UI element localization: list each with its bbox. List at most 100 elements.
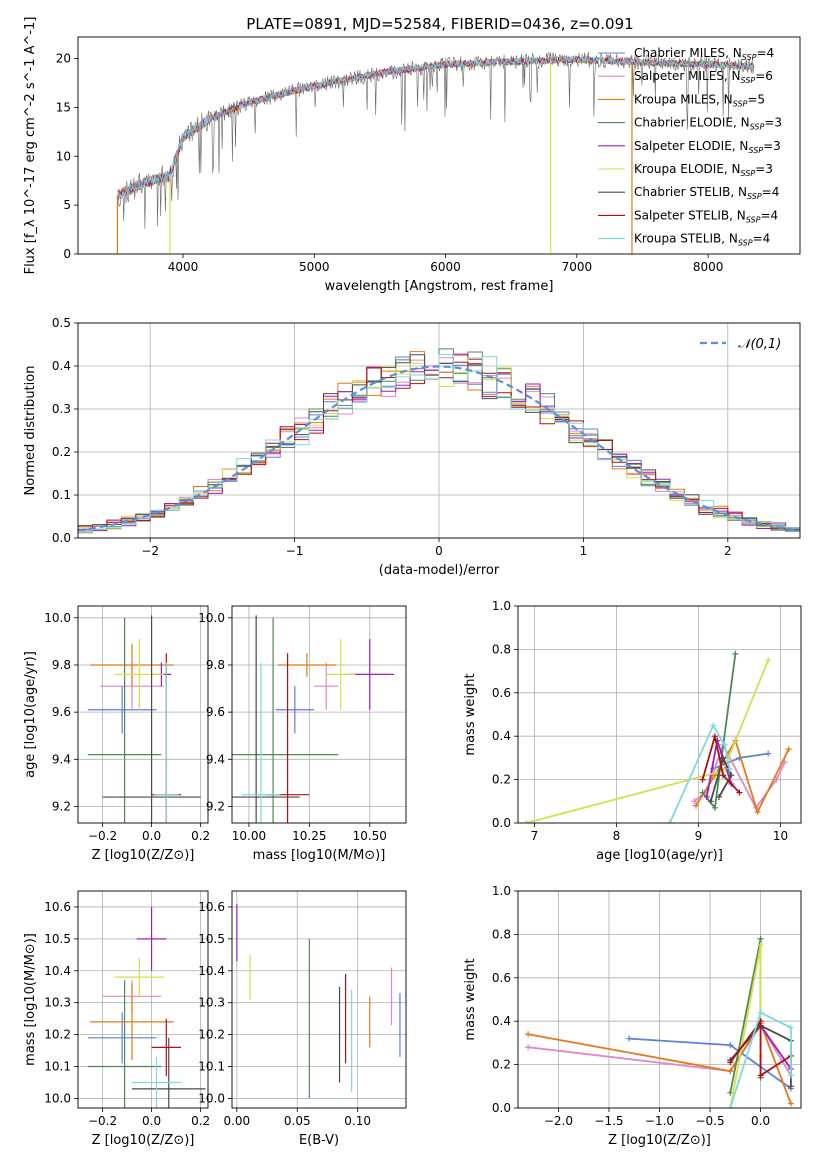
y-tick-label: 0.0: [52, 531, 71, 545]
y-tick-label: 10.5: [44, 932, 71, 946]
weight-line-3: [729, 938, 762, 1093]
legend-subscript: SSP: [741, 169, 756, 178]
x-axis-label: wavelength [Angstrom, rest frame]: [325, 279, 554, 294]
legend-count: =4: [753, 232, 771, 246]
axes-frame: [77, 322, 801, 539]
y-tick-label: 0.1: [52, 488, 71, 502]
y-tick-label: 10.6: [44, 900, 71, 914]
legend-subscript: SSP: [738, 239, 753, 248]
y-tick-label: 9.2: [206, 799, 225, 813]
legend-entry: Kroupa MILES, NSSP=5: [634, 92, 765, 108]
legend-entry: Salpeter STELIB, NSSP=4: [634, 208, 778, 224]
y-tick-label: 10.2: [44, 1028, 71, 1042]
weight-marker-8: [721, 741, 728, 748]
y-tick-label: 10.0: [198, 611, 225, 625]
weight-marker-6: [728, 772, 735, 779]
legend-entry: Kroupa STELIB, NSSP=4: [634, 232, 770, 248]
weight-marker-1: [525, 1044, 532, 1051]
x-tick-label: −1.5: [594, 1114, 623, 1128]
y-axis-label: mass weight: [463, 673, 478, 755]
weight-line-2: [527, 1021, 792, 1105]
x-tick-label: 5000: [299, 260, 330, 274]
weight-marker-6: [715, 793, 722, 800]
x-tick-label: 0.00: [223, 1114, 250, 1128]
x-tick-label: −0.2: [88, 829, 117, 843]
y-tick-label: 0.6: [492, 686, 511, 700]
x-tick-label: 10: [773, 829, 788, 843]
legend-label: Salpeter MILES, N: [634, 69, 741, 83]
y-tick-label: 0.4: [52, 359, 71, 373]
x-tick-label: 0.05: [284, 1114, 311, 1128]
y-tick-label: 10.4: [198, 964, 225, 978]
weight-line-7: [701, 735, 741, 794]
weight-marker-7: [736, 789, 743, 796]
y-tick-label: 15: [56, 100, 71, 114]
weight-marker-7: [720, 772, 727, 779]
x-axis-label: (data-model)/error: [379, 563, 500, 578]
weight-marker-8: [727, 1105, 734, 1108]
axes-frame: [77, 605, 209, 824]
legend-count: =3: [755, 162, 773, 176]
weight-marker-6: [720, 754, 727, 761]
legend-count: =3: [763, 139, 781, 153]
x-tick-label: 10.50: [353, 829, 387, 843]
weight-marker-8: [666, 820, 673, 823]
y-tick-label: 20: [56, 52, 71, 66]
x-tick-label: 8: [613, 829, 621, 843]
legend-count: =6: [755, 69, 773, 83]
y-tick-label: 10: [56, 149, 71, 163]
legend-subscript: SSP: [741, 76, 756, 85]
error-bars: [87, 906, 206, 1108]
weight-marker-7: [727, 1059, 734, 1066]
axes-frame: [517, 605, 802, 824]
y-tick-label: 10.2: [198, 1028, 225, 1042]
x-tick-label: 0: [435, 544, 443, 558]
y-tick-label: 9.2: [52, 799, 71, 813]
weight-lines: [525, 935, 794, 1108]
axes-frame: [77, 36, 801, 255]
weight-marker-8: [757, 1009, 764, 1016]
weight-marker-0: [765, 750, 772, 757]
weight-marker-4: [703, 793, 710, 800]
x-tick-label: 0.0: [142, 829, 161, 843]
panel-mass_weight_vs_age: 7 8 9 10 0.0 0.2 0.4 0.6 0.8 1.0 age [log10(age/yr…: [463, 599, 802, 863]
y-axis-label: Flux [f_λ 10^-17 erg cm^-2 s^-1 A^-1]: [23, 17, 38, 275]
y-tick-label: 9.6: [52, 705, 71, 719]
y-tick-label: 10.3: [44, 996, 71, 1010]
y-tick-label: 10.0: [44, 1091, 71, 1105]
x-axis-label: Z [log10(Z/Z⊙)]: [92, 1133, 195, 1148]
x-tick-label: 9: [695, 829, 703, 843]
spectrum-line-6: [117, 52, 755, 229]
legend-subscript: SSP: [742, 53, 757, 62]
weight-marker-2: [754, 809, 761, 816]
y-tick-label: 9.4: [52, 752, 71, 766]
weight-marker-6: [707, 798, 714, 805]
legend-count: =4: [760, 208, 778, 222]
y-tick-label: 9.8: [206, 658, 225, 672]
legend-count: =4: [756, 46, 774, 60]
x-tick-label: −0.2: [88, 1114, 117, 1128]
y-tick-label: 10.0: [198, 1091, 225, 1105]
legend-entry: Salpeter MILES, NSSP=6: [634, 69, 773, 85]
axes-frame: [77, 890, 209, 1109]
x-tick-label: 0.2: [191, 829, 210, 843]
weight-marker-3: [757, 935, 764, 942]
x-tick-label: 10.00: [232, 829, 266, 843]
y-tick-label: 10.1: [198, 1060, 225, 1074]
y-tick-label: 1.0: [492, 884, 511, 898]
x-tick-label: 6000: [430, 260, 461, 274]
y-tick-label: 0.0: [492, 1101, 511, 1115]
legend-subscript: SSP: [748, 146, 763, 155]
weight-marker-2: [525, 1031, 532, 1038]
panel-mass_vs_Z: −0.2 0.0 0.2 10.0 10.1 10.2 10.3 10.4 10.5 10.6 Z …: [23, 890, 210, 1148]
y-tick-label: 9.6: [206, 705, 225, 719]
weight-marker-8: [787, 1024, 794, 1031]
weight-marker-2: [785, 746, 792, 753]
y-tick-label: 10.6: [198, 900, 225, 914]
spectra: [116, 52, 755, 254]
y-axis-label: Normed distribution: [23, 366, 38, 496]
weight-marker-5: [757, 942, 764, 949]
weight-marker-3: [711, 804, 718, 811]
histograms: [78, 348, 800, 538]
